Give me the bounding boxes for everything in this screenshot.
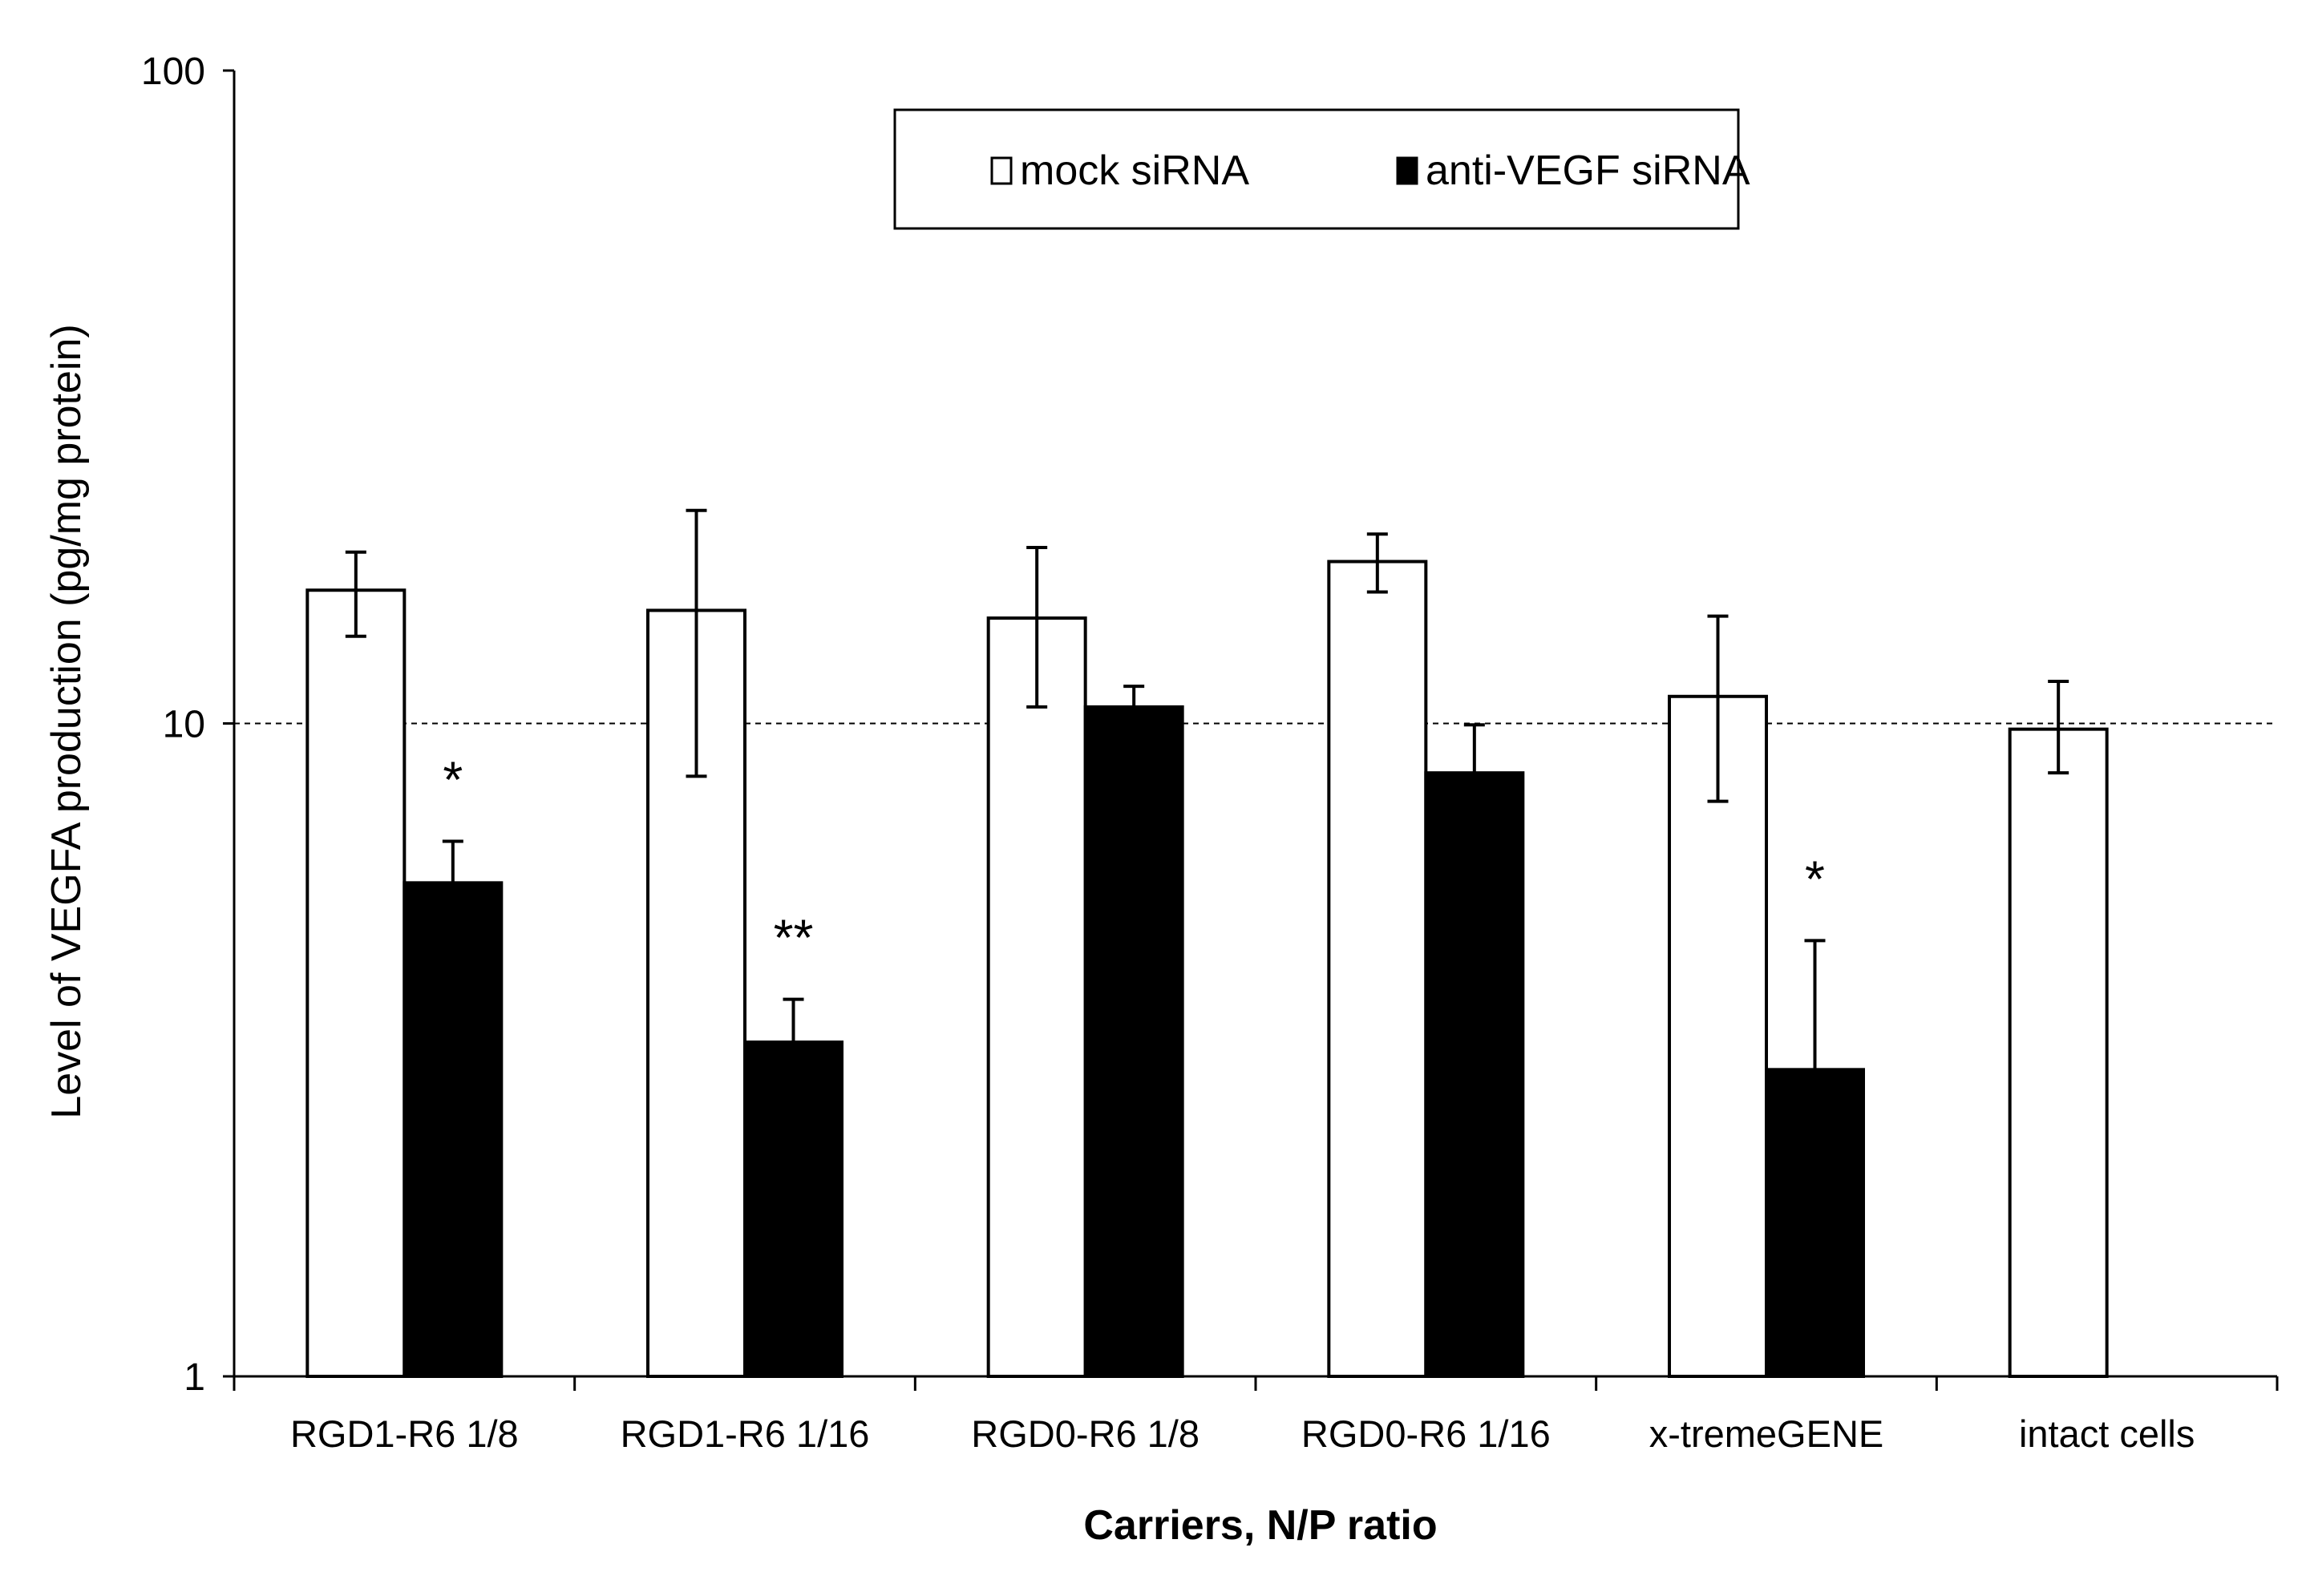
y-tick-label: 100 xyxy=(141,51,205,93)
legend: mock siRNA anti-VEGF siRNA xyxy=(893,108,1750,230)
axes-layer: 1 10 100 RGD1-R6 1/8 RGD1-R6 1/16 RGD0-R6 1/8… xyxy=(141,51,2279,1455)
x-tick-label-rgd0-r6-1-8: RGD0-R6 1/8 xyxy=(971,1412,1200,1455)
x-tick-label-rgd0-r6-1-16: RGD0-R6 1/16 xyxy=(1301,1412,1551,1455)
significance-marker: * xyxy=(443,750,463,808)
y-tick-label: 10 xyxy=(163,704,205,746)
legend-swatch-mock-sirna xyxy=(990,156,1013,185)
y-tick-label: 1 xyxy=(184,1356,205,1399)
x-axis-title: Carriers, N/P ratio xyxy=(1083,1502,1437,1549)
bar-anti-vegf-sirna-rgd1-r6-1-8 xyxy=(403,881,504,1379)
bar-mock-sirna-rgd0-r6-1-16 xyxy=(1327,560,1428,1378)
legend-label-anti-vegf-sirna: anti-VEGF siRNA xyxy=(1426,147,1750,194)
legend-swatch-anti-vegf-sirna xyxy=(1396,156,1418,185)
legend-box xyxy=(893,108,1740,230)
y-axis-title: Level of VEGFA production (pg/mg protein… xyxy=(43,324,90,1118)
x-tick-label-intact-cells: intact cells xyxy=(2019,1412,2195,1455)
bar-mock-sirna-rgd0-r6-1-8 xyxy=(986,616,1087,1378)
x-tick-label-rgd1-r6-1-8: RGD1-R6 1/8 xyxy=(290,1412,519,1455)
significance-marker: ** xyxy=(774,909,814,967)
bar-anti-vegf-sirna-rgd1-r6-1-16 xyxy=(743,1040,843,1379)
bar-mock-sirna-rgd1-r6-1-8 xyxy=(305,588,407,1378)
significance-marker: * xyxy=(1805,850,1825,907)
x-tick-label-rgd1-r6-1-16: RGD1-R6 1/16 xyxy=(621,1412,870,1455)
x-tick-label-x-tremegene: x-tremeGENE xyxy=(1649,1412,1884,1455)
legend-label-mock-sirna: mock siRNA xyxy=(1020,147,1249,194)
bar-anti-vegf-sirna-x-tremegene xyxy=(1765,1068,1865,1378)
annotations-layer: **** xyxy=(443,750,1825,966)
bars-layer xyxy=(305,508,2109,1379)
bar-anti-vegf-sirna-rgd0-r6-1-16 xyxy=(1424,771,1525,1378)
bar-mock-sirna-intact-cells xyxy=(2008,727,2109,1378)
bar-anti-vegf-sirna-rgd0-r6-1-8 xyxy=(1083,705,1184,1378)
